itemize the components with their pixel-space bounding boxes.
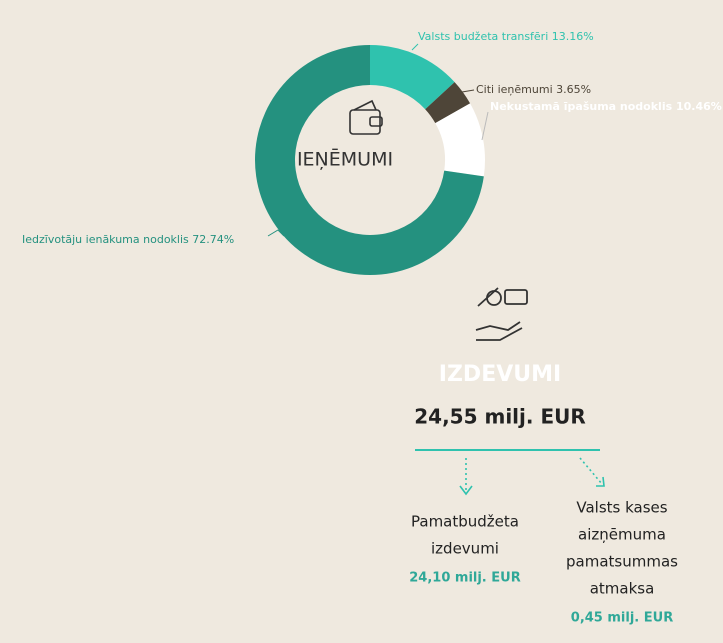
expense-items: Pamatbudžeta izdevumi 24,10 milj. EUR Valst… <box>409 499 678 626</box>
donut-slice <box>254 45 484 275</box>
wallet-icon <box>349 99 383 135</box>
expenses-total: 24,55 milj. EUR <box>414 405 586 429</box>
expenses-title: IZDEVUMI <box>439 362 561 387</box>
expense-label: aizņēmuma <box>578 526 666 544</box>
slice-name: Nekustamā īpašuma nodoklis <box>490 100 673 113</box>
slice-value: 72.74% <box>192 233 234 246</box>
expense-label: atmaksa <box>590 580 655 598</box>
expense-label: Pamatbudžeta <box>411 513 519 531</box>
slice-label: Citi ieņēmumi 3.65% <box>476 83 591 96</box>
donut-slice <box>425 82 471 124</box>
leader-line <box>411 43 419 51</box>
expense-label: pamatsummas <box>566 553 678 571</box>
hands-icon <box>475 287 528 341</box>
expense-label: izdevumi <box>431 540 499 558</box>
expense-amount: 0,45 milj. EUR <box>571 611 673 626</box>
leader-line <box>461 89 475 93</box>
center-label: IEŅĒMUMI <box>297 147 393 171</box>
slice-label: Iedzīvotāju ienākuma nodoklis 72.74% <box>22 233 234 246</box>
slice-label: Valsts budžeta transfēri 13.16% <box>418 30 594 43</box>
donut <box>254 45 485 275</box>
expense-amount: 24,10 milj. EUR <box>409 571 520 586</box>
slice-name: Valsts budžeta transfēri <box>418 30 548 43</box>
expense-label: Valsts kases <box>576 499 667 517</box>
leader-line <box>267 229 285 237</box>
donut-slice <box>435 103 485 177</box>
slice-name: Iedzīvotāju ienākuma nodoklis <box>22 233 189 246</box>
slice-value: 10.46% <box>676 100 722 113</box>
arrows <box>459 457 605 496</box>
slice-value: 3.65% <box>556 83 591 96</box>
leader-line <box>481 111 489 141</box>
slice-name: Citi ieņēmumi <box>476 83 553 96</box>
slice-value: 13.16% <box>552 30 594 43</box>
slice-label: Nekustamā īpašuma nodoklis 10.46% <box>490 100 722 113</box>
donut-slice <box>370 45 455 110</box>
